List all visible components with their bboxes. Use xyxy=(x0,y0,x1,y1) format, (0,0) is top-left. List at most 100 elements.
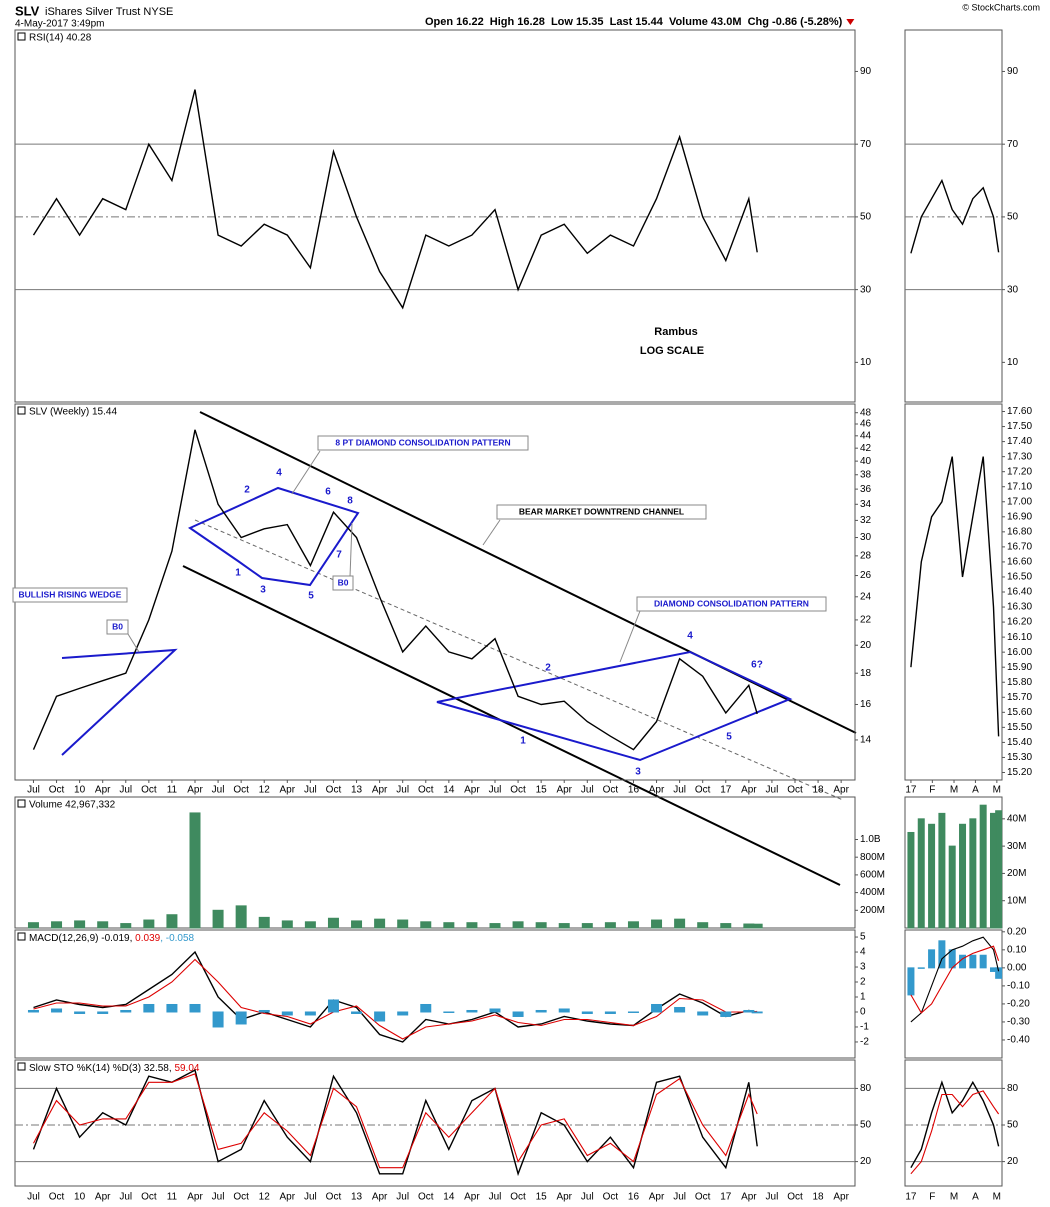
x-tick-label: Apr xyxy=(741,1192,757,1203)
x-tick-label: Apr xyxy=(833,785,849,796)
annotation: 7 xyxy=(336,550,342,561)
bar xyxy=(235,1011,247,1025)
bar xyxy=(979,804,987,929)
channel-mid xyxy=(194,519,844,801)
x-tick-label: A xyxy=(972,785,979,796)
bar xyxy=(258,916,270,929)
x-tick-label: Jul xyxy=(581,1192,594,1203)
annotation: 6? xyxy=(751,660,763,671)
y-tick-label: 10 xyxy=(1007,357,1019,368)
bar xyxy=(604,922,616,929)
bar xyxy=(281,920,293,929)
panel-frame xyxy=(14,1059,856,1187)
bar xyxy=(928,949,936,969)
line xyxy=(32,1069,758,1177)
bar xyxy=(651,1003,663,1013)
bar xyxy=(948,949,956,969)
legend-part: 0.039 xyxy=(135,933,160,944)
x-tick-label: Apr xyxy=(280,1192,296,1203)
annotation: 4 xyxy=(687,631,693,642)
y-tick-label: 50 xyxy=(1007,212,1019,223)
x-tick-label: Jul xyxy=(212,1192,225,1203)
bar xyxy=(558,923,570,929)
bar xyxy=(143,1003,155,1013)
x-tick-label: Oct xyxy=(787,1192,803,1203)
x-tick-label: M xyxy=(993,785,1001,796)
bar xyxy=(327,917,339,929)
bar xyxy=(512,921,524,929)
bar xyxy=(928,823,936,929)
x-tick-label: Oct xyxy=(326,1192,342,1203)
legend: MACD(12,26,9) -0.019, 0.039, -0.058 xyxy=(29,933,195,944)
x-tick-label: Jul xyxy=(396,1192,409,1203)
x-tick-label: Oct xyxy=(49,785,65,796)
annotation: BEAR MARKET DOWNTREND CHANNEL xyxy=(519,506,684,516)
bar xyxy=(917,967,925,969)
y-tick-label: 42 xyxy=(860,443,872,454)
line xyxy=(33,950,758,1043)
bar xyxy=(674,918,686,929)
bar xyxy=(443,1011,455,1013)
y-tick-label: 90 xyxy=(1007,66,1019,77)
y-tick-label: 15.30 xyxy=(1007,752,1032,763)
x-tick-label: Oct xyxy=(49,1192,65,1203)
bar xyxy=(235,905,247,929)
bar xyxy=(995,967,1003,979)
y-tick-label: 48 xyxy=(860,407,872,418)
bar xyxy=(466,1009,478,1013)
drawings xyxy=(61,411,857,886)
x-tick-label: M xyxy=(993,1192,1001,1203)
x-tick-label: Apr xyxy=(187,785,203,796)
annotation-box xyxy=(317,435,529,451)
down-arrow xyxy=(846,19,855,25)
bar xyxy=(969,954,977,969)
bar xyxy=(535,922,547,929)
bar xyxy=(374,918,386,929)
bar xyxy=(420,1003,432,1013)
y-tick-label: 18 xyxy=(860,668,872,679)
bar xyxy=(120,1009,132,1013)
diamond-1 xyxy=(187,486,360,587)
bar xyxy=(120,923,132,929)
annotation: DIAMOND CONSOLIDATION PATTERN xyxy=(654,598,809,608)
y-tick-label: 32 xyxy=(860,515,872,526)
x-tick-label: 17 xyxy=(720,1192,732,1203)
bar xyxy=(995,810,1003,929)
y-tick-label: 600M xyxy=(860,870,885,881)
y-tick-label: 16.70 xyxy=(1007,542,1032,553)
annotation: 1 xyxy=(520,736,526,747)
x-tick-label: Jul xyxy=(27,785,40,796)
bar xyxy=(397,1011,409,1016)
x-tick-label: Apr xyxy=(187,1192,203,1203)
annotation: 4 xyxy=(276,468,282,479)
y-tick-label: 17.40 xyxy=(1007,436,1032,447)
x-tick-label: Jul xyxy=(673,1192,686,1203)
y-tick-label: 17.50 xyxy=(1007,421,1032,432)
bar xyxy=(907,831,915,929)
y-tick-label: 90 xyxy=(860,66,872,77)
line xyxy=(32,429,758,751)
y-tick-label: 30 xyxy=(1007,284,1019,295)
x-tick-label: Jul xyxy=(581,785,594,796)
bar xyxy=(212,1011,224,1028)
panel-frame xyxy=(904,929,1003,1059)
y-tick-label: 2 xyxy=(860,977,866,988)
x-tick-label: Apr xyxy=(649,1192,665,1203)
panel-frame xyxy=(904,29,1003,403)
y-tick-label: 10 xyxy=(860,357,872,368)
x-tick-label: Apr xyxy=(95,1192,111,1203)
x-tick-label: Apr xyxy=(649,785,665,796)
bar xyxy=(420,921,432,929)
bar xyxy=(143,919,155,929)
leader-line xyxy=(291,450,321,495)
x-tick-label: Oct xyxy=(326,785,342,796)
y-tick-label: 15.80 xyxy=(1007,677,1032,688)
x-tick-label: Oct xyxy=(141,1192,157,1203)
bar xyxy=(751,923,763,929)
y-tick-label: 15.90 xyxy=(1007,662,1032,673)
x-tick-label: 16 xyxy=(628,1192,640,1203)
y-tick-label: 38 xyxy=(860,469,872,480)
y-tick-label: 17.10 xyxy=(1007,481,1032,492)
y-tick-label: 26 xyxy=(860,570,872,581)
